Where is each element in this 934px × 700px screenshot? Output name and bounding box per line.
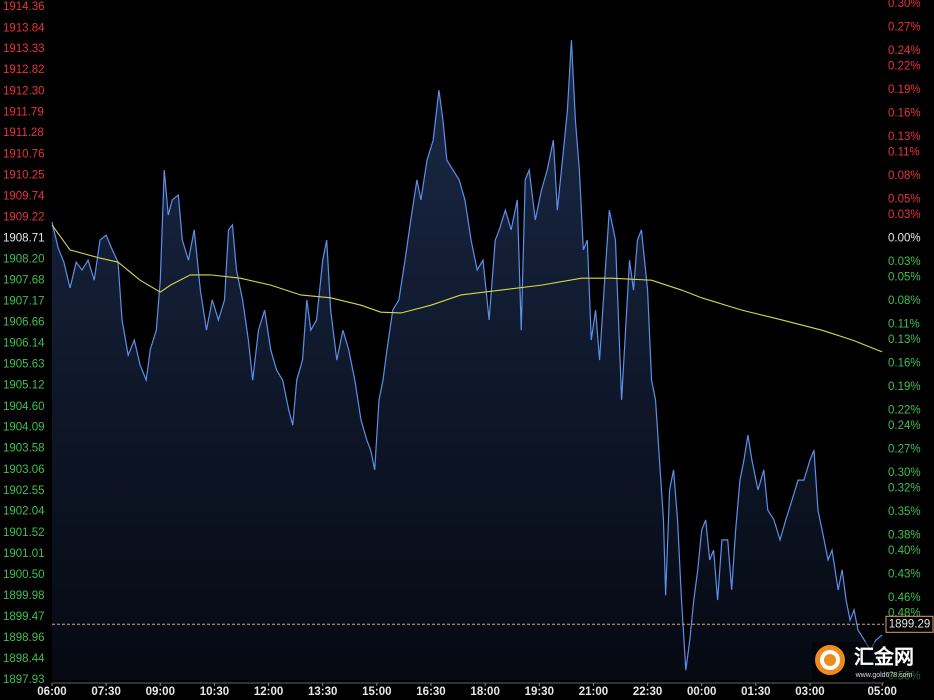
y-tick-label: 1905.12 bbox=[3, 380, 45, 392]
y-tick-label: 1904.60 bbox=[3, 401, 45, 413]
y2-tick-label: 0.27% bbox=[888, 444, 921, 456]
y2-tick-label: 0.05% bbox=[888, 193, 921, 205]
watermark-url: www.gold678.com bbox=[855, 672, 913, 679]
y2-tick-label: 0.11% bbox=[888, 146, 920, 158]
x-tick-label: 09:00 bbox=[146, 686, 175, 698]
y2-tick-label: 0.08% bbox=[888, 295, 921, 307]
price-area bbox=[52, 40, 883, 680]
y2-tick-label: 0.35% bbox=[888, 506, 921, 518]
y2-tick-label: 0.24% bbox=[888, 420, 921, 432]
y2-tick-label: 0.19% bbox=[888, 381, 921, 393]
watermark: 汇金网 www.gold678.com bbox=[812, 642, 922, 680]
y2-tick-label: 0.27% bbox=[888, 21, 921, 33]
average-line bbox=[51, 224, 883, 353]
x-tick-label: 18:00 bbox=[470, 686, 499, 698]
y2-tick-label: 0.30% bbox=[888, 467, 921, 479]
y2-tick-label: 0.38% bbox=[888, 530, 921, 542]
watermark-text: 汇金网 bbox=[854, 644, 914, 668]
y2-tick-label: 0.05% bbox=[888, 272, 921, 284]
y2-tick-label: 0.16% bbox=[888, 107, 921, 119]
y-tick-label: 1901.52 bbox=[3, 527, 45, 539]
x-tick-label: 22:30 bbox=[633, 686, 662, 698]
y2-tick-label: 0.08% bbox=[888, 170, 921, 182]
y-tick-label: 1911.79 bbox=[3, 106, 44, 118]
y-tick-label: 1906.66 bbox=[3, 316, 45, 328]
y2-tick-label: 0.40% bbox=[888, 545, 921, 557]
y-tick-label: 1904.09 bbox=[3, 422, 45, 434]
current-price-label: 1899.29 bbox=[889, 618, 931, 630]
current-price-box bbox=[885, 615, 934, 633]
y-tick-label: 1906.14 bbox=[3, 338, 45, 350]
y-tick-label: 1912.82 bbox=[3, 64, 45, 76]
y-tick-label: 1907.17 bbox=[3, 296, 45, 308]
x-tick-label: 19:30 bbox=[525, 686, 554, 698]
x-tick-label: 16:30 bbox=[416, 686, 445, 698]
y-tick-label: 1901.01 bbox=[3, 548, 45, 560]
y2-tick-label: 0.43% bbox=[888, 569, 921, 581]
y-tick-label: 1910.76 bbox=[3, 148, 45, 160]
y-tick-label: 1911.28 bbox=[3, 127, 44, 139]
y2-tick-label: 0.22% bbox=[888, 60, 921, 72]
y-tick-label: 1903.58 bbox=[3, 443, 45, 455]
x-tick-label: 07:30 bbox=[91, 686, 120, 698]
y-tick-label: 1908.71 bbox=[3, 232, 45, 244]
y-tick-label: 1899.47 bbox=[3, 611, 45, 623]
y-tick-label: 1902.55 bbox=[3, 485, 45, 497]
y2-tick-label: 0.22% bbox=[888, 404, 921, 416]
y-tick-label: 1900.50 bbox=[3, 569, 45, 581]
y2-tick-label: 0.24% bbox=[888, 45, 921, 57]
y2-tick-label: 0.03% bbox=[888, 256, 921, 268]
x-tick-label: 03:00 bbox=[795, 686, 824, 698]
y2-tick-label: 0.11% bbox=[888, 318, 920, 330]
y-tick-label: 1909.74 bbox=[3, 190, 45, 202]
x-tick-label: 13:30 bbox=[308, 686, 337, 698]
y2-tick-label: 0.00% bbox=[888, 232, 921, 244]
y2-tick-label: 0.30% bbox=[888, 0, 921, 10]
plot-area: 1914.36 1913.84 1913.33 1912.82 1912.30 1911.… bbox=[3, 0, 934, 698]
y-tick-label: 1908.20 bbox=[3, 253, 45, 265]
x-tick-label: 01:30 bbox=[741, 686, 770, 698]
logo-ring bbox=[820, 650, 840, 670]
y-tick-label: 1905.63 bbox=[3, 359, 45, 371]
x-tick-label: 05:00 bbox=[867, 686, 896, 698]
y-tick-label: 1899.98 bbox=[3, 590, 45, 602]
y2-tick-label: 0.13% bbox=[888, 334, 921, 346]
y-tick-label: 1914.36 bbox=[3, 1, 45, 13]
x-tick-label: 10:30 bbox=[200, 686, 229, 698]
y2-tick-label: 0.46% bbox=[888, 592, 921, 604]
y2-tick-label: 0.32% bbox=[888, 483, 921, 495]
y-tick-label: 1910.25 bbox=[3, 169, 45, 181]
y-tick-label: 1913.84 bbox=[3, 22, 45, 34]
y-tick-label: 1907.68 bbox=[3, 275, 45, 287]
y2-tick-label: 0.03% bbox=[888, 209, 921, 221]
y-tick-label: 1903.06 bbox=[3, 464, 45, 476]
y-tick-label: 1902.04 bbox=[3, 506, 45, 518]
x-tick-label: 00:00 bbox=[687, 686, 716, 698]
y-tick-label: 1898.44 bbox=[3, 653, 45, 665]
price-line bbox=[51, 40, 883, 671]
logo-circle bbox=[815, 645, 845, 675]
y-tick-label: 1897.93 bbox=[3, 674, 45, 686]
x-tick-label: 15:00 bbox=[362, 686, 391, 698]
y2-tick-label: 0.13% bbox=[888, 131, 921, 143]
y2-tick-label: 0.19% bbox=[888, 84, 921, 96]
y-tick-label: 1913.33 bbox=[3, 43, 45, 55]
x-tick-label: 06:00 bbox=[37, 686, 66, 698]
y-tick-label: 1912.30 bbox=[3, 85, 45, 97]
y2-tick-label: 0.16% bbox=[888, 358, 921, 370]
y-tick-label: 1909.22 bbox=[3, 212, 45, 224]
y-tick-label: 1898.96 bbox=[3, 632, 45, 644]
x-tick-label: 12:00 bbox=[254, 686, 283, 698]
x-tick-label: 21:00 bbox=[579, 686, 608, 698]
